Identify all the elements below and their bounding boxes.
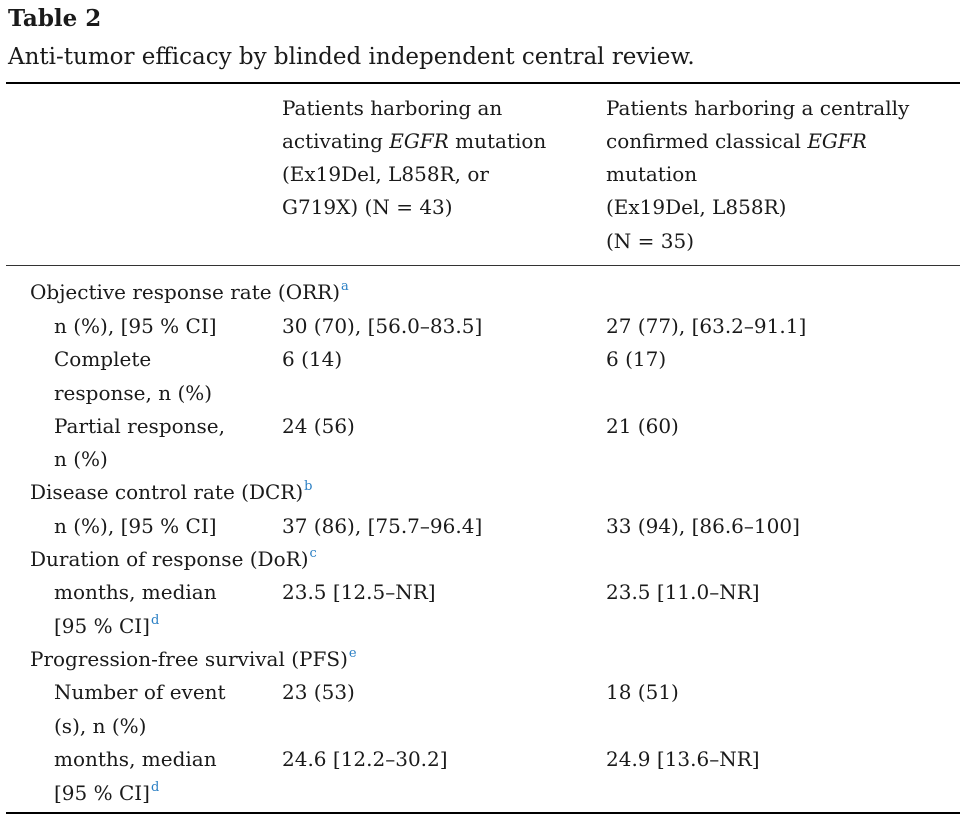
section-dcr-label: Disease control rate (DCR)b (30, 476, 312, 509)
row-label: Complete (54, 347, 152, 371)
section-dor-label: Duration of response (DoR)c (30, 543, 317, 576)
row-value-col2: 24.9 [13.6–NR] (606, 747, 760, 771)
footnote-mark-d: d (150, 613, 160, 628)
col1-line-1: Patients harboring an (282, 96, 503, 120)
col1-line-2b: EGFR (389, 129, 449, 153)
row-value-col2: 6 (17) (606, 347, 667, 371)
header-rule (6, 265, 960, 266)
row-value-col2: 27 (77), [63.2–91.1] (606, 314, 807, 338)
row-label: months, median (54, 580, 217, 604)
row-label-cont-text: [95 % CI] (54, 614, 150, 638)
row-label-cont: [95 % CI]d (54, 777, 159, 810)
footnote-mark-e: e (348, 646, 357, 661)
row-label: n (%), [95 % CI] (54, 314, 217, 338)
col2-line-2a: confirmed classical (606, 129, 808, 153)
footnote-mark-c: c (309, 546, 317, 561)
row-value-col1: 30 (70), [56.0–83.5] (282, 314, 483, 338)
section-orr-text: Objective response rate (ORR) (30, 280, 341, 304)
section-dcr-text: Disease control rate (DCR) (30, 480, 304, 504)
footnote-mark-b: b (304, 479, 313, 494)
row-label-cont: (s), n (%) (54, 714, 147, 738)
row-value-col2: 21 (60) (606, 414, 679, 438)
section-pfs-label: Progression-free survival (PFS)e (30, 643, 357, 676)
section-orr-label: Objective response rate (ORR)a (30, 276, 349, 309)
row-label: n (%), [95 % CI] (54, 514, 217, 538)
col1-line-2a: activating (282, 129, 390, 153)
row-label-cont: response, n (%) (54, 381, 213, 405)
section-pfs-text: Progression-free survival (PFS) (30, 647, 348, 671)
row-label: Partial response, (54, 414, 225, 438)
row-label-cont-text: [95 % CI] (54, 781, 150, 805)
col2-line-2b: EGFR (807, 129, 867, 153)
col1-line-3: (Ex19Del, L858R, or (282, 162, 489, 186)
row-value-col1: 6 (14) (282, 347, 343, 371)
row-label-cont: n (%) (54, 447, 108, 471)
row-value-col1: 24.6 [12.2–30.2] (282, 747, 448, 771)
row-value-col2: 33 (94), [86.6–100] (606, 514, 800, 538)
top-rule (6, 82, 960, 84)
section-dor-text: Duration of response (DoR) (30, 547, 309, 571)
row-label-cont: [95 % CI]d (54, 610, 159, 643)
row-value-col2: 18 (51) (606, 680, 679, 704)
col2-line-3: mutation (606, 162, 698, 186)
col2-line-1: Patients harboring a centrally (606, 96, 910, 120)
footnote-mark-d: d (150, 780, 160, 795)
row-label: months, median (54, 747, 217, 771)
table-label: Table 2 (8, 5, 102, 32)
row-value-col2: 23.5 [11.0–NR] (606, 580, 760, 604)
col2-line-2: confirmed classical EGFR (606, 125, 867, 158)
col1-line-4: G719X) (N = 43) (282, 195, 453, 219)
col2-line-4: (Ex19Del, L858R) (606, 195, 787, 219)
row-value-col1: 37 (86), [75.7–96.4] (282, 514, 483, 538)
footnote-mark-a: a (341, 279, 349, 294)
col1-line-2: activating EGFR mutation (282, 125, 546, 158)
row-value-col1: 23 (53) (282, 680, 355, 704)
col2-line-5: (N = 35) (606, 229, 695, 253)
table-caption: Anti-tumor efficacy by blinded independe… (8, 44, 695, 70)
row-value-col1: 24 (56) (282, 414, 355, 438)
row-value-col1: 23.5 [12.5–NR] (282, 580, 436, 604)
row-label: Number of event (54, 680, 226, 704)
col1-line-2c: mutation (448, 129, 547, 153)
bottom-rule (6, 812, 960, 814)
